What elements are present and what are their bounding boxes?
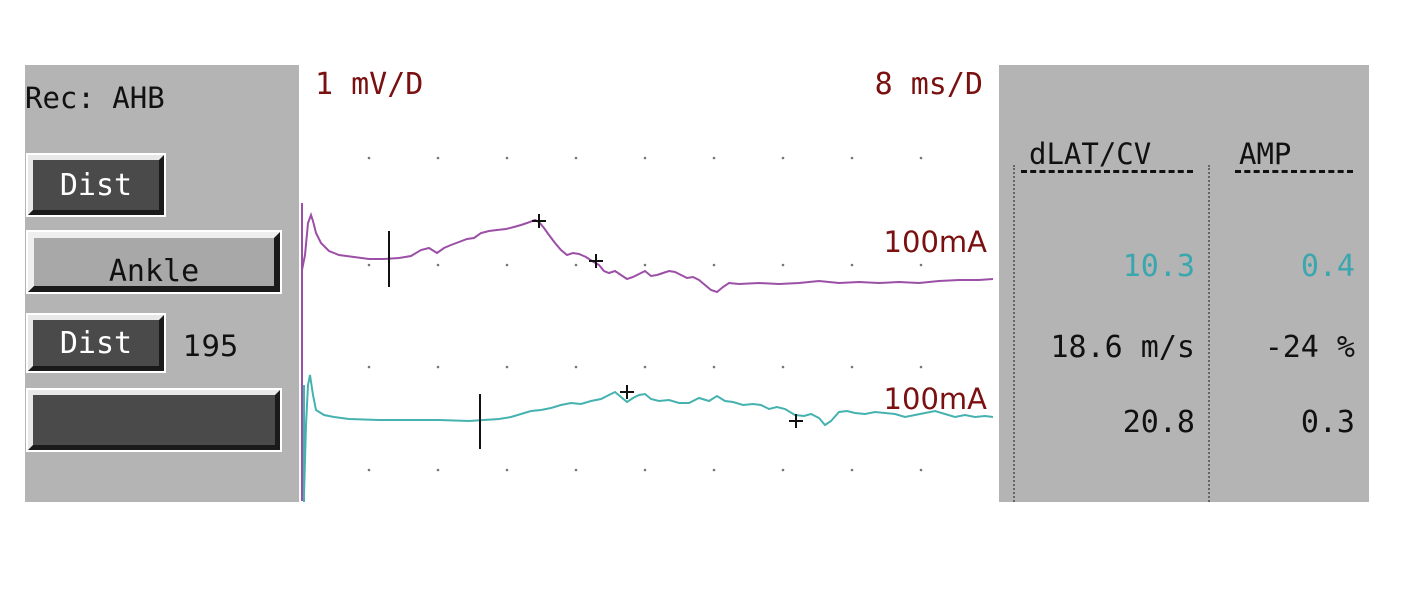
result-latency-cell: 18.6 m/s	[1050, 330, 1196, 365]
grid-dot	[367, 263, 371, 267]
grid-dot	[781, 156, 785, 160]
trace2-markers	[479, 385, 803, 449]
trace1-dist-button[interactable]: Dist	[26, 153, 166, 217]
grid-dot	[436, 263, 440, 267]
grid-dot	[505, 156, 509, 160]
column-divider	[1208, 165, 1210, 502]
grid-dot	[919, 156, 923, 160]
grid-dot	[505, 365, 509, 369]
grid-dot	[850, 468, 854, 472]
result-latency-cell: 10.3	[1122, 249, 1195, 284]
grid-dots	[367, 156, 923, 472]
grid-dot	[643, 263, 647, 267]
grid-dot	[781, 263, 785, 267]
trace2-dist-button[interactable]: Dist	[26, 313, 166, 373]
header-underline	[1235, 170, 1353, 173]
grid-dot	[436, 156, 440, 160]
recording-site-label: Rec: AHB	[25, 81, 165, 115]
waveform-canvas	[301, 156, 994, 502]
grid-dot	[643, 365, 647, 369]
control-panel: Rec: AHB Dist Ankle Dist 195	[25, 65, 299, 502]
grid-dot	[850, 263, 854, 267]
grid-dot	[367, 365, 371, 369]
grid-dot	[367, 156, 371, 160]
trace2-dist-button-label: Dist	[59, 326, 133, 361]
results-panel: dLAT/CV AMP 10.3 0.4 18.6 m/s -24 % 20.8…	[999, 65, 1369, 502]
amplitude-header: AMP	[1239, 137, 1292, 171]
amplitude-scale-label: 1 mV/D	[315, 67, 424, 102]
grid-dot	[712, 263, 716, 267]
grid-dot	[712, 365, 716, 369]
header-underline	[1021, 170, 1193, 173]
trace1-dist-button-label: Dist	[59, 168, 133, 203]
grid-dot	[919, 468, 923, 472]
grid-dot	[781, 365, 785, 369]
grid-dot	[712, 468, 716, 472]
trace2-distance-value: 195	[183, 329, 239, 363]
column-divider	[1013, 165, 1015, 502]
grid-dot	[367, 468, 371, 472]
grid-dot	[436, 468, 440, 472]
result-amplitude-cell: 0.3	[1300, 405, 1355, 440]
waveform-display: 1 mV/D 8 ms/D 100mA 100mA	[299, 65, 999, 502]
latency-cv-header: dLAT/CV	[1029, 137, 1152, 171]
grid-dot	[643, 468, 647, 472]
grid-dot	[919, 263, 923, 267]
result-latency-cell: 20.8	[1122, 405, 1195, 440]
grid-dot	[919, 365, 923, 369]
grid-dot	[712, 156, 716, 160]
trace1-waveform	[301, 212, 994, 294]
trace1-site-button[interactable]: Ankle	[26, 230, 282, 294]
grid-dot	[850, 156, 854, 160]
grid-dot	[850, 365, 854, 369]
grid-dot	[574, 156, 578, 160]
grid-dot	[505, 468, 509, 472]
grid-dot	[574, 263, 578, 267]
grid-dot	[781, 468, 785, 472]
trace2-waveform	[303, 374, 994, 496]
trace1-stimulus-label: 100mA	[883, 225, 987, 259]
trace2-stimulus-label: 100mA	[883, 382, 987, 416]
grid-dot	[574, 468, 578, 472]
trace1-markers	[388, 214, 603, 287]
trace1-site-label: Ankle	[108, 254, 200, 289]
grid-dot	[643, 156, 647, 160]
time-scale-label: 8 ms/D	[874, 67, 983, 102]
grid-dot	[436, 365, 440, 369]
result-amplitude-cell: -24 %	[1264, 330, 1355, 365]
grid-dot	[574, 365, 578, 369]
trace2-site-button[interactable]	[26, 388, 282, 452]
result-amplitude-cell: 0.4	[1300, 249, 1355, 284]
grid-dot	[505, 263, 509, 267]
